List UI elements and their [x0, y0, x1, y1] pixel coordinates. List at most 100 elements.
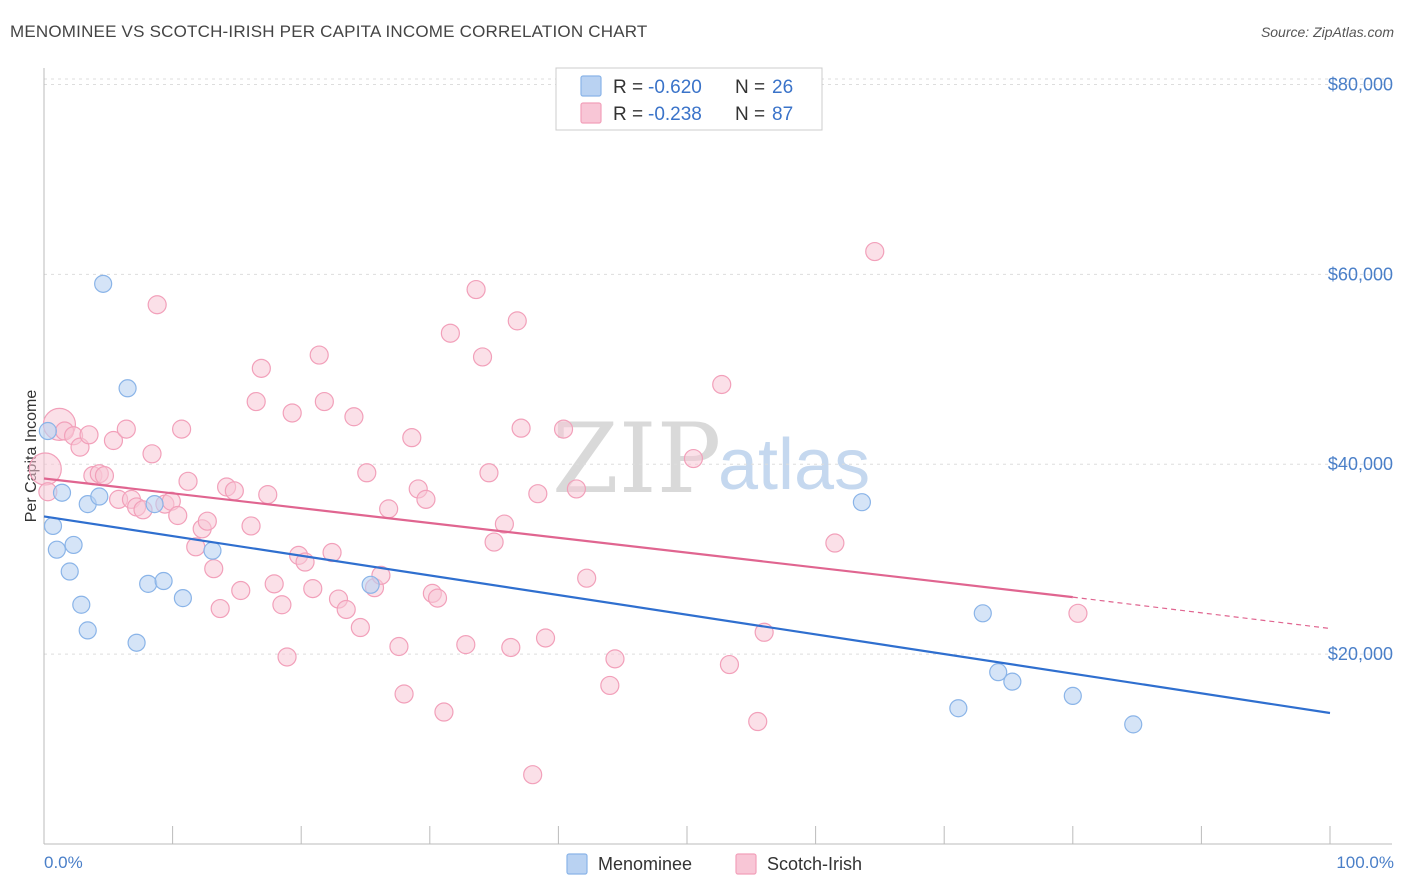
scotch-irish-point	[865, 241, 885, 262]
correlation-legend: R = -0.620 N = 26 R = -0.238 N = 87	[555, 67, 823, 131]
scotch-irish-point	[309, 345, 329, 365]
scotch-irish-point	[336, 599, 356, 620]
menominee-point	[43, 516, 63, 536]
scotch-irish-trendline	[43, 477, 1073, 599]
menominee-point	[852, 493, 871, 512]
scotch-irish-point	[683, 448, 704, 469]
menominee-point	[127, 633, 146, 652]
scotch-irish-point	[277, 647, 297, 667]
scotch-irish-point	[494, 514, 514, 534]
scotch-irish-point	[79, 425, 99, 445]
menominee-point	[90, 487, 109, 506]
scotch-irish-point	[224, 481, 244, 501]
scotch-irish-point	[577, 568, 597, 588]
scotch-irish-point	[204, 559, 224, 579]
scotch-irish-point	[712, 374, 732, 395]
menominee-point	[203, 541, 222, 560]
scotch-irish-point	[605, 649, 625, 669]
watermark-atlas: atlas	[718, 425, 870, 505]
y-tick-label: $80,000	[1328, 74, 1393, 94]
series-legend: Menominee Scotch-Irish	[566, 853, 862, 875]
menominee-point	[989, 663, 1008, 682]
legend-n-value-1: 26	[772, 77, 793, 98]
menominee-point	[361, 575, 380, 594]
menominee-point	[60, 562, 79, 581]
y-tick-label: $20,000	[1328, 644, 1393, 664]
source-label: Source: ZipAtlas.com	[1260, 24, 1394, 40]
scotch-irish-point	[303, 579, 323, 599]
legend-swatch-menominee	[580, 75, 602, 97]
bottom-legend-menominee: Menominee	[598, 854, 692, 874]
trendlines	[43, 477, 1331, 715]
scotch-irish-point	[178, 471, 198, 491]
scotch-irish-point	[427, 588, 448, 608]
scotch-irish-point	[507, 311, 527, 331]
menominee-point	[1003, 672, 1022, 691]
scotch-irish-point	[748, 711, 768, 732]
menominee-point	[1063, 686, 1082, 705]
scotch-irish-point	[116, 419, 136, 439]
scotch-irish-point	[1068, 603, 1088, 623]
menominee-point	[52, 483, 72, 502]
scotch-irish-point	[528, 484, 548, 504]
scotch-irish-point	[402, 428, 422, 448]
menominee-point	[118, 379, 137, 398]
scotch-irish-point	[210, 598, 230, 619]
scotch-irish-point	[466, 279, 486, 300]
scotch-irish-point	[600, 675, 620, 696]
scotch-irish-point	[472, 347, 493, 367]
menominee-point	[38, 421, 57, 441]
bottom-legend-swatch-menominee	[566, 853, 588, 875]
scotch-irish-point	[416, 489, 436, 509]
scotch-irish-point	[282, 403, 302, 423]
menominee-point	[973, 604, 992, 623]
menominee-point	[94, 274, 113, 293]
menominee-point	[47, 540, 66, 559]
scotch-irish-point	[719, 654, 740, 675]
x-tick-label-max: 100.0%	[1336, 853, 1394, 872]
legend-r-label-1: R =	[613, 77, 643, 98]
menominee-trendline	[43, 515, 1331, 715]
scotch-irish-point	[142, 444, 162, 464]
scotch-irish-point	[434, 702, 454, 722]
x-axis-ticks	[43, 826, 1331, 844]
scotch-irish-point	[272, 595, 292, 615]
scotch-irish-point	[456, 635, 476, 655]
scotch-irish-point	[553, 419, 574, 439]
menominee-point	[1124, 715, 1143, 734]
scotch-irish-point	[147, 295, 167, 315]
scotch-irish-point	[246, 391, 266, 412]
menominee-point	[949, 699, 968, 718]
legend-n-label-2: N =	[735, 104, 765, 125]
menominee-point	[154, 571, 173, 591]
scotch-irish-point	[251, 358, 271, 378]
scotch-irish-point	[357, 463, 377, 483]
menominee-point	[78, 621, 97, 640]
scotch-irish-point	[231, 580, 251, 601]
x-tick-label-min: 0.0%	[44, 853, 83, 872]
scotch-irish-point	[825, 533, 845, 553]
scotch-irish-point	[535, 628, 556, 648]
legend-r-value-2: -0.238	[648, 104, 702, 125]
scotch-irish-point	[103, 430, 124, 451]
scotch-irish-point	[197, 511, 217, 531]
scotch-irish-point	[394, 684, 414, 704]
menominee-point	[139, 574, 158, 593]
gridlines	[44, 78, 1392, 655]
legend-n-label-1: N =	[735, 77, 765, 98]
scotch-irish-point	[172, 419, 192, 439]
scotch-irish-point	[168, 505, 188, 526]
y-axis-label: Per Capita Income	[23, 390, 40, 523]
menominee-point	[145, 495, 164, 514]
scotch-irish-point	[440, 323, 460, 343]
scotch-irish-point	[344, 407, 364, 427]
menominee-points	[38, 274, 1143, 734]
chart-title: MENOMINEE VS SCOTCH-IRISH PER CAPITA INC…	[10, 22, 648, 41]
y-tick-label: $40,000	[1328, 454, 1393, 474]
scotch-irish-point	[389, 636, 409, 657]
bottom-legend-swatch-scotch-irish	[735, 853, 757, 875]
scotch-irish-trendline-extension	[1072, 596, 1331, 630]
scotch-irish-point	[94, 466, 115, 486]
scotch-irish-point	[484, 532, 504, 552]
